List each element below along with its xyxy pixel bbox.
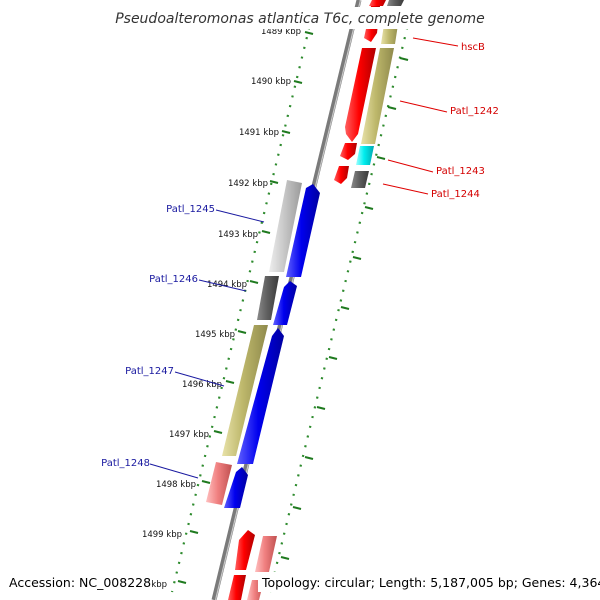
- tick-label-1497: 1497 kbp: [169, 430, 209, 440]
- feature-Patl-1247-blue[interactable]: [237, 328, 284, 464]
- tick-label-1496: 1496 kbp: [182, 380, 222, 390]
- feature-lower-red-2[interactable]: [228, 575, 246, 600]
- gene-label-Patl-1242[interactable]: Patl_1242: [450, 106, 499, 117]
- footer-accession-backdrop: [4, 572, 148, 592]
- tick-1498: 1498 kbp: [156, 480, 211, 490]
- tick-label-1489: 1489 kbp: [261, 27, 301, 37]
- tick-label-1491: 1491 kbp: [239, 128, 279, 138]
- feature-Patl-1244[interactable]: [351, 171, 369, 188]
- gene-label-Patl-1244[interactable]: Patl_1244: [431, 189, 480, 200]
- feature-Patl-1246-blue[interactable]: [273, 281, 297, 325]
- page-title: Pseudoalteromonas atlantica T6c, complet…: [115, 11, 485, 27]
- tick-label-1498: 1498 kbp: [156, 480, 196, 490]
- tick-1491: 1491 kbp: [239, 128, 291, 138]
- tick-label-1490: 1490 kbp: [251, 77, 291, 87]
- feature-lower-red-1[interactable]: [235, 530, 255, 570]
- scale-ticks-right: [280, 57, 409, 560]
- feature-Patl-1242[interactable]: [361, 48, 394, 144]
- gene-label-Patl-1248[interactable]: Patl_1248: [101, 458, 150, 469]
- feature-lower-pink-1[interactable]: [255, 536, 277, 572]
- label-connectors: [149, 37, 459, 479]
- scale-track-left: [170, 7, 316, 593]
- tick-label-1494: 1494 kbp: [207, 280, 247, 290]
- tick-1489: 1489 kbp: [261, 27, 314, 37]
- accession-text: Accession: NC_008228: [9, 575, 151, 590]
- feature-Patl-1243[interactable]: [356, 146, 374, 165]
- tick-label-1492: 1492 kbp: [228, 179, 268, 189]
- genome-summary-text: Topology: circular; Length: 5,187,005 bp…: [261, 575, 600, 590]
- feature-Patl-1247[interactable]: [222, 325, 268, 456]
- feature-top-gray[interactable]: [387, 0, 404, 6]
- feature-hscB[interactable]: [345, 48, 376, 142]
- feature-Patl-1246[interactable]: [257, 276, 279, 320]
- tick-1499: 1499 kbp: [142, 530, 199, 540]
- gene-label-hscB[interactable]: hscB: [461, 42, 485, 53]
- gene-label-Patl-1245[interactable]: Patl_1245: [166, 204, 215, 215]
- scale-ticks: 1489 kbp 1490 kbp 1491 kbp 1492 kbp 1493…: [127, 27, 314, 590]
- feature-Patl-1245[interactable]: [269, 180, 302, 272]
- feature-Patl-1243-red[interactable]: [340, 143, 357, 160]
- feature-top-red[interactable]: [369, 0, 386, 6]
- tick-1497: 1497 kbp: [169, 430, 223, 440]
- feature-Patl-1248-blue[interactable]: [224, 467, 248, 508]
- feature-Patl-1245-blue[interactable]: [286, 184, 320, 277]
- gene-label-Patl-1246[interactable]: Patl_1246: [149, 274, 198, 285]
- tick-1496: 1496 kbp: [182, 380, 235, 390]
- gene-label-Patl-1247[interactable]: Patl_1247: [125, 366, 174, 377]
- tick-label-1499: 1499 kbp: [142, 530, 182, 540]
- tick-1495: 1495 kbp: [195, 330, 247, 340]
- gene-labels: hscB Patl_1242 Patl_1243 Patl_1244 Patl_…: [101, 42, 499, 469]
- tick-1493: 1493 kbp: [218, 230, 271, 240]
- tick-1490: 1490 kbp: [251, 77, 303, 87]
- feature-Patl-1248[interactable]: [206, 462, 232, 505]
- forward-strand-features: [228, 0, 404, 600]
- footer-summary-backdrop: [258, 572, 596, 592]
- title-backdrop: [115, 7, 485, 29]
- tick-1494: 1494 kbp: [207, 280, 259, 290]
- scale-track-right: [268, 7, 414, 593]
- gene-label-Patl-1243[interactable]: Patl_1243: [436, 166, 485, 177]
- feature-Patl-1244-red[interactable]: [334, 166, 349, 184]
- tick-label-1493: 1493 kbp: [218, 230, 258, 240]
- tick-label-1495: 1495 kbp: [195, 330, 235, 340]
- tick-1492: 1492 kbp: [228, 179, 279, 189]
- reverse-strand-features: [206, 180, 320, 508]
